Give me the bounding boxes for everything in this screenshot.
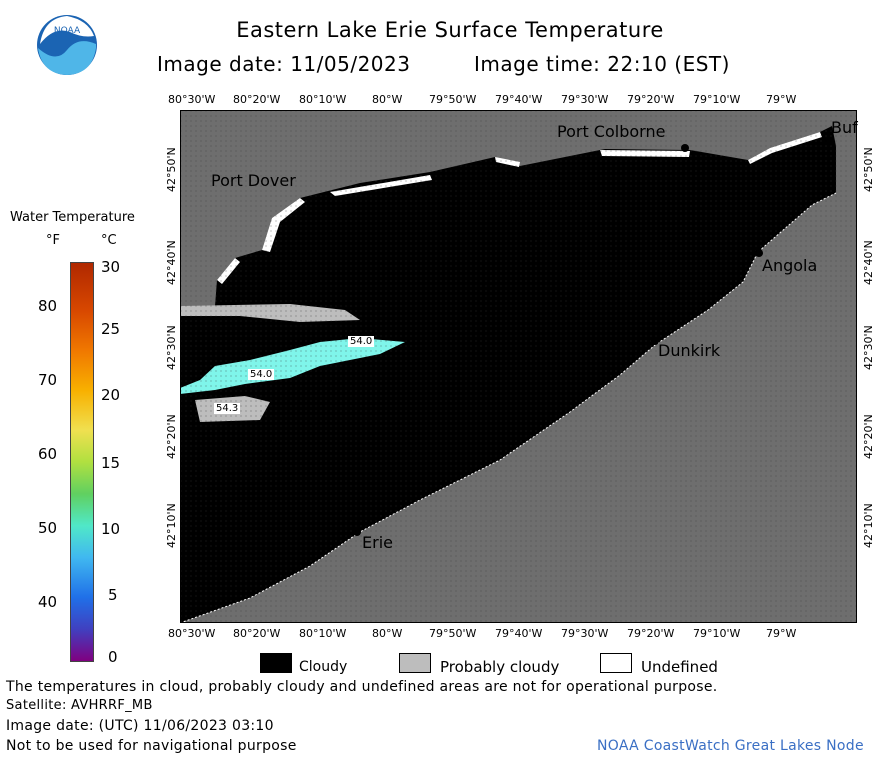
c-tick: 20 [101,386,121,404]
city-marker-dunkirk [651,337,659,345]
colorbar-unit-c: °C [101,233,117,248]
city-marker-angola [755,249,763,257]
place-label-angola: Angola [762,256,818,275]
city-marker-erie [353,528,361,536]
lon-tick: 79°40'W [495,627,543,640]
place-label-port-colborne: Port Colborne [557,122,666,141]
lon-tick: 79°50'W [429,627,477,640]
noaa-logo-text: NOAA [54,26,81,36]
f-tick: 80 [38,297,58,315]
lat-tick: 42°50'N [862,147,875,192]
page-title: Eastern Lake Erie Surface Temperature [236,18,664,42]
footer-satellite: Satellite: AVHRRF_MB [6,698,153,713]
lat-tick: 42°10'N [165,503,178,548]
legend-swatch-undefined [600,653,632,673]
lon-tick: 79°20'W [627,627,675,640]
footer-nav-note: Not to be used for navigational purpose [6,738,297,754]
lon-tick: 80°W [372,627,403,640]
lat-tick: 42°40'N [862,240,875,285]
colorbar-title: Water Temperature [10,210,135,225]
lat-tick: 42°40'N [165,240,178,285]
lon-tick: 80°10'W [299,93,347,106]
lon-tick: 79°50'W [429,93,477,106]
city-marker-buffalo [825,138,833,146]
lon-tick: 79°10'W [693,93,741,106]
lon-tick: 80°30'W [168,627,216,640]
lake-erie-map [180,110,857,623]
lat-tick: 42°30'N [862,325,875,370]
place-label-erie: Erie [362,533,393,552]
colorbar-unit-f: °F [46,233,60,248]
c-tick: 25 [101,320,121,338]
lon-tick: 79°10'W [693,627,741,640]
f-tick: 50 [38,519,58,537]
legend-label-probably-cloudy: Probably cloudy [440,658,560,676]
lon-tick: 80°30'W [168,93,216,106]
lat-tick: 42°10'N [862,503,875,548]
lon-tick: 79°20'W [627,93,675,106]
legend-label-undefined: Undefined [641,658,718,676]
colorbar-gradient [70,262,94,662]
legend-label-cloudy: Cloudy [299,659,348,675]
c-tick: 0 [108,648,118,666]
coastline [180,192,837,623]
c-tick: 10 [101,520,121,538]
lat-tick: 42°20'N [862,414,875,459]
footer-utc-date: Image date: (UTC) 11/06/2023 03:10 [6,718,274,734]
city-marker-port-colborne [681,144,689,152]
image-date: Image date: 11/05/2023 [157,52,411,76]
f-tick: 60 [38,445,58,463]
lon-tick: 79°30'W [561,93,609,106]
lon-tick: 79°W [766,627,797,640]
lon-tick: 80°W [372,93,403,106]
temp-label: 54.3 [214,403,241,414]
place-label-dunkirk: Dunkirk [658,341,721,360]
lon-tick: 79°30'W [561,627,609,640]
temp-label: 54.0 [248,369,275,380]
map-border [180,110,857,623]
c-tick: 5 [108,586,118,604]
grid-overlay [180,110,857,623]
place-label-buffalo: Buf [831,118,858,137]
f-tick: 40 [38,593,58,611]
lon-tick: 79°40'W [495,93,543,106]
lon-tick: 80°20'W [233,93,281,106]
footer-disclaimer: The temperatures in cloud, probably clou… [6,679,718,695]
lat-tick: 42°20'N [165,414,178,459]
f-tick: 70 [38,371,58,389]
place-label-port-dover: Port Dover [211,171,296,190]
image-time: Image time: 22:10 (EST) [474,52,730,76]
lat-tick: 42°30'N [165,325,178,370]
lon-tick: 80°10'W [299,627,347,640]
noaa-logo: NOAA [37,15,97,75]
c-tick: 30 [101,258,121,276]
temp-label: 54.0 [348,336,375,347]
footer-credit: NOAA CoastWatch Great Lakes Node [597,738,864,754]
lon-tick: 80°20'W [233,627,281,640]
lat-tick: 42°50'N [165,147,178,192]
lon-tick: 79°W [766,93,797,106]
c-tick: 15 [101,454,121,472]
legend-swatch-cloudy [260,653,292,673]
legend-swatch-probably-cloudy [399,653,431,673]
